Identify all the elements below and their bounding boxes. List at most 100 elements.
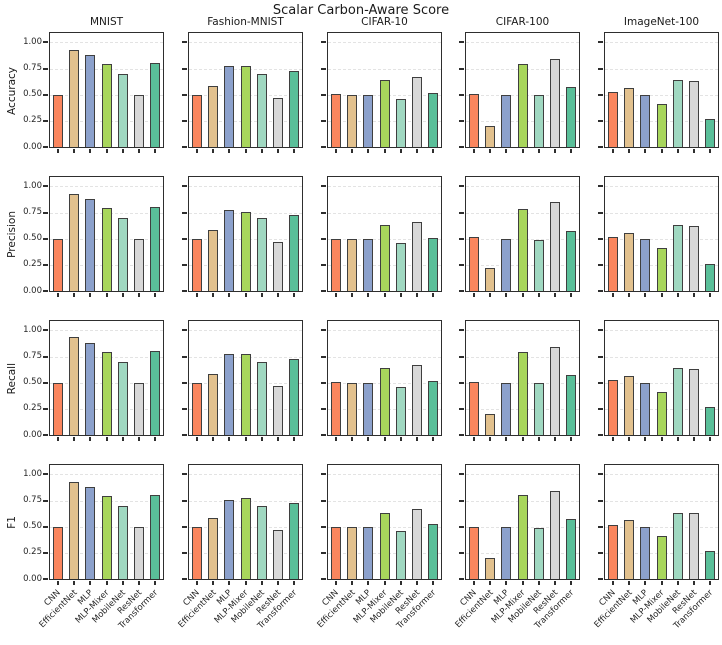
gridline: [605, 356, 718, 358]
x-tick-mark: [105, 292, 108, 297]
x-tick-mark: [473, 148, 476, 153]
bar-cnn: [469, 381, 480, 435]
x-tick-mark: [473, 292, 476, 297]
gridline: [605, 526, 718, 528]
bar-cnn: [469, 93, 480, 147]
bar-mlp: [501, 526, 512, 579]
bar-efficientnet: [485, 268, 496, 291]
bar-resnet: [272, 385, 283, 435]
bar-mlp-mixer: [517, 495, 528, 579]
bar-resnet: [411, 364, 422, 435]
bar-mlp: [640, 238, 651, 291]
y-tick-mark: [598, 329, 603, 332]
gridline: [328, 356, 441, 358]
x-tick-mark: [260, 580, 263, 585]
subplot-recall-cifar-100: [459, 320, 580, 441]
bar-transformer: [565, 231, 576, 291]
x-tick-mark: [628, 148, 631, 153]
bar-transformer: [288, 502, 299, 579]
bar-efficientnet: [69, 49, 80, 147]
bar-resnet: [549, 202, 560, 291]
y-tick-mark: [321, 381, 326, 384]
y-tick-mark: [182, 263, 187, 266]
bar-mobilenet: [672, 80, 683, 147]
x-tick-mark: [553, 580, 556, 585]
bar-mlp-mixer: [656, 536, 667, 579]
bar-mlp-mixer: [379, 368, 390, 435]
gridline: [189, 330, 302, 332]
x-tick-mark: [57, 148, 60, 153]
y-tick-mark: [459, 329, 464, 332]
x-tick-mark: [644, 292, 647, 297]
bar-transformer: [288, 358, 299, 435]
x-tick-mark: [660, 148, 663, 153]
y-tick-mark: [598, 434, 603, 436]
bar-resnet: [411, 508, 422, 579]
y-tick-mark: [598, 381, 603, 384]
y-tick-mark: [321, 355, 326, 358]
bar-mobilenet: [533, 239, 544, 291]
x-tick-mark: [153, 292, 156, 297]
y-tick-mark: [459, 41, 464, 44]
x-tick-mark: [537, 436, 540, 441]
x-tick-mark: [489, 436, 492, 441]
bar-efficientnet: [69, 481, 80, 579]
y-tick-mark: [598, 211, 603, 214]
y-tick-mark: [321, 146, 326, 148]
y-tick-mark: [182, 499, 187, 502]
x-tick-mark: [553, 436, 556, 441]
x-tick-mark: [521, 436, 524, 441]
x-tick-mark: [676, 436, 679, 441]
x-tick-mark: [89, 436, 92, 441]
y-tick-mark: [598, 525, 603, 528]
bar-efficientnet: [69, 193, 80, 291]
subplot-precision-cifar-100: [459, 176, 580, 297]
bar-transformer: [704, 263, 715, 291]
x-tick-mark: [660, 580, 663, 585]
y-tick-mark: [598, 578, 603, 580]
x-tick-mark: [244, 580, 247, 585]
x-tick-mark: [505, 292, 508, 297]
x-tick-mark: [569, 148, 572, 153]
bar-efficientnet: [624, 376, 635, 435]
x-tick-mark: [415, 580, 418, 585]
y-tick-label: 0.00: [23, 141, 42, 152]
y-tick-mark: [459, 434, 464, 436]
x-tick-mark: [692, 148, 695, 153]
bar-mobilenet: [256, 361, 267, 435]
x-tick-mark: [121, 148, 124, 153]
bar-mobilenet: [672, 225, 683, 291]
x-tick-mark: [521, 292, 524, 297]
x-tick-mark: [260, 148, 263, 153]
bar-mlp: [85, 198, 96, 291]
y-tick-mark: [459, 381, 464, 384]
y-tick-mark: [321, 525, 326, 528]
x-tick-mark: [644, 148, 647, 153]
gridline: [466, 330, 579, 332]
y-tick-mark: [321, 499, 326, 502]
bar-mlp-mixer: [656, 392, 667, 435]
subplot-accuracy-mnist: MNIST 0.00 0.25 0.50 0.75 1.00: [23, 16, 164, 153]
subplot-recall-imagenet-100: [598, 320, 719, 441]
y-tick-mark: [182, 434, 187, 436]
y-tick-mark: [182, 290, 187, 292]
gridline: [466, 186, 579, 188]
x-tick-mark: [228, 436, 231, 441]
y-tick-mark: [43, 473, 48, 476]
bar-efficientnet: [485, 126, 496, 147]
y-tick-mark: [43, 119, 48, 122]
y-tick-label: 0.00: [23, 285, 42, 296]
x-tick-mark: [521, 580, 524, 585]
x-tick-mark: [105, 148, 108, 153]
x-tick-mark: [628, 292, 631, 297]
y-tick-mark: [182, 551, 187, 554]
gridline: [189, 42, 302, 44]
bar-efficientnet: [624, 233, 635, 291]
y-tick-mark: [459, 185, 464, 188]
bar-mlp-mixer: [379, 513, 390, 579]
gridline: [328, 474, 441, 476]
y-tick-mark: [182, 473, 187, 476]
y-tick-mark: [459, 263, 464, 266]
y-tick-mark: [598, 237, 603, 240]
x-tick-mark: [708, 580, 711, 585]
